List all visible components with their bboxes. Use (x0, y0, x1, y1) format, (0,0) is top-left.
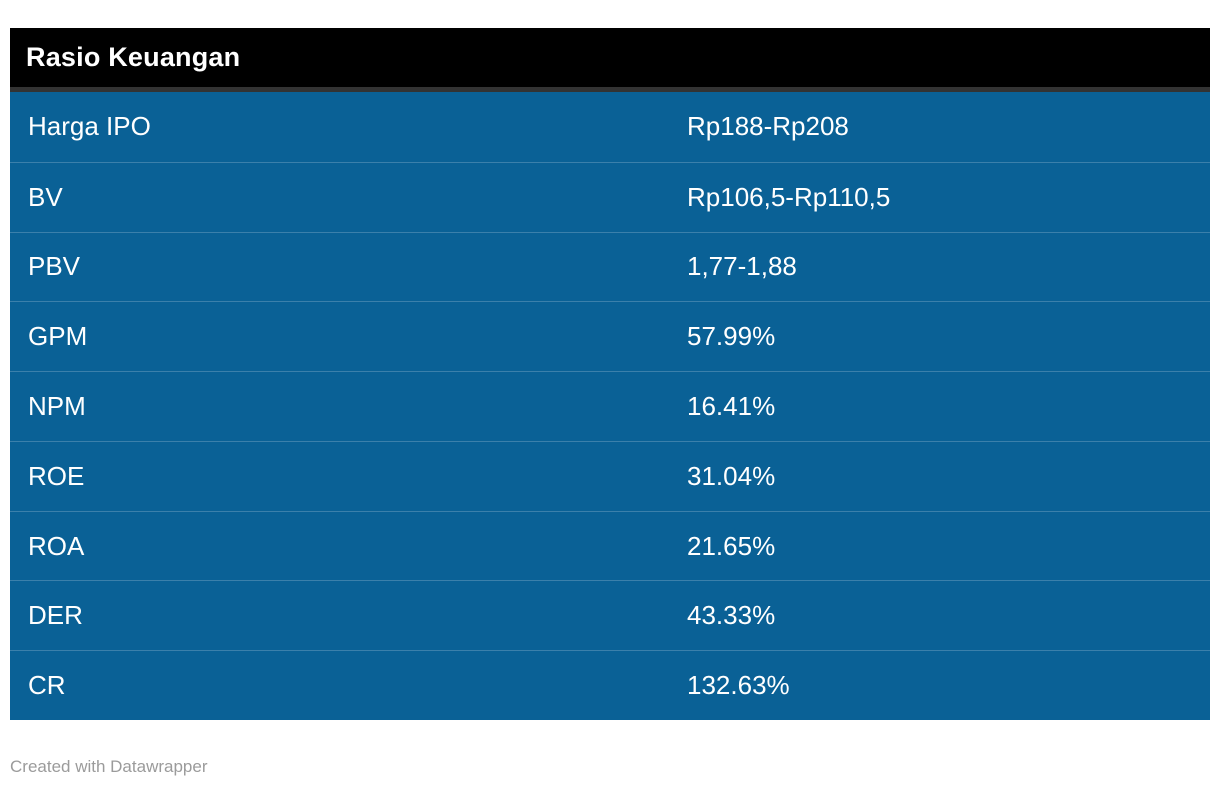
row-label: ROE (28, 460, 85, 491)
row-label: Harga IPO (28, 111, 151, 142)
datawrapper-attribution-link[interactable]: Created with Datawrapper (10, 757, 208, 776)
row-value: 31.04% (687, 460, 776, 491)
row-value: 21.65% (687, 530, 776, 561)
table-title: Rasio Keuangan (26, 42, 241, 72)
row-label: CR (28, 670, 66, 701)
table-header: Rasio Keuangan (10, 28, 1210, 92)
row-value: 57.99% (687, 321, 776, 352)
table-row: GPM 57.99% (10, 301, 1210, 371)
row-label: DER (28, 600, 83, 631)
row-value: Rp188-Rp208 (687, 111, 849, 142)
row-label: ROA (28, 530, 85, 561)
row-value: 16.41% (687, 390, 776, 421)
row-label: NPM (28, 390, 86, 421)
table-row: ROE 31.04% (10, 440, 1210, 511)
row-label: BV (28, 181, 63, 212)
table-row: BV Rp106,5-Rp110,5 (10, 161, 1210, 232)
financial-ratios-table: Rasio Keuangan Harga IPO Rp188-Rp208 BV … (10, 28, 1210, 720)
row-value: 1,77-1,88 (687, 251, 797, 282)
table-row: NPM 16.41% (10, 371, 1210, 441)
table-row: CR 132.63% (10, 650, 1210, 720)
row-label: GPM (28, 321, 88, 352)
row-value: 132.63% (687, 670, 790, 701)
row-value: 43.33% (687, 600, 776, 631)
row-value: Rp106,5-Rp110,5 (687, 181, 891, 212)
table-row: DER 43.33% (10, 580, 1210, 650)
table-row: Harga IPO Rp188-Rp208 (10, 92, 1210, 162)
table-row: ROA 21.65% (10, 510, 1210, 581)
table-body: Harga IPO Rp188-Rp208 BV Rp106,5-Rp110,5… (10, 92, 1210, 720)
table-row: PBV 1,77-1,88 (10, 231, 1210, 302)
footer: Created with Datawrapper (10, 757, 207, 777)
row-label: PBV (28, 251, 81, 282)
